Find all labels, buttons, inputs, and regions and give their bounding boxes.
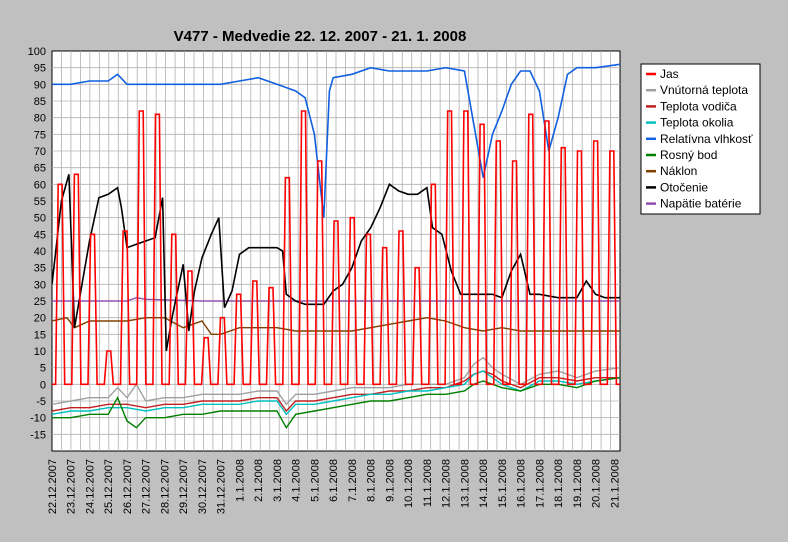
x-tick-label: 11.1.2008 bbox=[422, 459, 434, 507]
x-tick-label: 20.1.2008 bbox=[591, 459, 603, 508]
legend-items: Jas Vnútorná teplota Teplota vodiča Teplota… bbox=[646, 67, 753, 211]
legend-box bbox=[640, 63, 761, 215]
legend-label: Rosný bod bbox=[660, 148, 717, 162]
x-tick-label: 30.12.2007 bbox=[197, 459, 209, 514]
y-tick-label: 65 bbox=[34, 163, 46, 175]
y-tick-label: 75 bbox=[34, 129, 46, 141]
y-tick-label: 45 bbox=[34, 229, 46, 241]
x-tick-label: 25.12.2007 bbox=[103, 459, 115, 514]
x-tick-label: 9.1.2008 bbox=[384, 459, 396, 502]
series-line bbox=[52, 174, 620, 352]
series-line bbox=[52, 370, 620, 413]
x-tick-label: 28.12.2007 bbox=[159, 459, 171, 514]
x-tick-label: 12.1.2008 bbox=[441, 459, 453, 508]
x-tick-label: 10.1.2008 bbox=[403, 459, 415, 508]
y-tick-label: 5 bbox=[40, 363, 46, 375]
y-tick-label: -10 bbox=[30, 413, 46, 425]
legend-label: Teplota okolia bbox=[660, 116, 734, 130]
x-tick-label: 7.1.2008 bbox=[347, 459, 359, 502]
x-tick-label: 27.12.2007 bbox=[141, 459, 153, 514]
x-tick-label: 16.1.2008 bbox=[516, 459, 528, 508]
y-tick-label: 30 bbox=[34, 279, 46, 291]
series-lines bbox=[52, 63, 620, 430]
legend-label: Vnútorná teplota bbox=[660, 83, 748, 97]
series-line bbox=[52, 356, 620, 406]
x-tick-label: 31.12.2007 bbox=[216, 459, 228, 514]
legend-label: Teplota vodiča bbox=[660, 99, 737, 113]
x-tick-label: 2.1.2008 bbox=[253, 459, 265, 502]
x-tick-label: 19.1.2008 bbox=[572, 459, 584, 508]
y-tick-labels: -15 -10 -5 0 5 10 15 20 25 30 35 40 45 50 55 60 65 70 75 80… bbox=[28, 46, 46, 441]
y-tick-label: 40 bbox=[34, 246, 46, 258]
y-tick-label: -5 bbox=[36, 396, 46, 408]
legend-label: Otočenie bbox=[660, 180, 708, 194]
y-tick-label: 10 bbox=[34, 346, 46, 358]
x-tick-label: 29.12.2007 bbox=[178, 459, 190, 514]
x-tick-label: 23.12.2007 bbox=[66, 459, 78, 514]
y-tick-label: 85 bbox=[34, 96, 46, 108]
x-tick-label: 15.1.2008 bbox=[497, 459, 509, 508]
legend-label: Náklon bbox=[660, 164, 697, 178]
y-tick-label: 90 bbox=[34, 79, 46, 91]
grid-y bbox=[52, 67, 620, 435]
y-tick-label: 70 bbox=[34, 146, 46, 158]
x-tick-label: 22.12.2007 bbox=[47, 459, 59, 514]
series-line bbox=[52, 377, 620, 430]
x-tick-label: 26.12.2007 bbox=[122, 459, 134, 514]
x-tick-label: 17.1.2008 bbox=[534, 459, 546, 508]
y-tick-label: -15 bbox=[30, 429, 46, 441]
legend: Jas Vnútorná teplota Teplota vodiča Teplota… bbox=[640, 63, 761, 215]
y-tick-label: 95 bbox=[34, 63, 46, 75]
x-tick-label: 24.12.2007 bbox=[84, 459, 96, 514]
series-line bbox=[52, 316, 620, 335]
y-tick-label: 35 bbox=[34, 263, 46, 275]
y-tick-label: 20 bbox=[34, 313, 46, 325]
series-line bbox=[52, 63, 620, 218]
x-tick-labels: 22.12.2007 23.12.2007 24.12.2007 25.12.2007… bbox=[47, 459, 621, 514]
y-tick-label: 15 bbox=[34, 329, 46, 341]
chart-title: V477 - Medvedie 22. 12. 2007 - 21. 1. 20… bbox=[174, 28, 467, 45]
series-line bbox=[52, 370, 620, 416]
legend-label: Relatívna vlhkosť bbox=[660, 132, 753, 146]
y-tick-label: 100 bbox=[28, 46, 46, 58]
x-tick-label: 1.1.2008 bbox=[234, 459, 246, 502]
x-tick-label: 3.1.2008 bbox=[272, 459, 284, 502]
y-tick-label: 55 bbox=[34, 196, 46, 208]
y-tick-label: 80 bbox=[34, 113, 46, 125]
legend-label: Napätie batérie bbox=[660, 197, 742, 211]
x-tick-label: 6.1.2008 bbox=[328, 459, 340, 502]
series-jas-line bbox=[52, 110, 620, 386]
y-tick-label: 0 bbox=[40, 379, 46, 391]
x-tick-label: 14.1.2008 bbox=[478, 459, 490, 508]
x-tick-label: 13.1.2008 bbox=[459, 459, 471, 508]
x-tick-label: 5.1.2008 bbox=[309, 459, 321, 502]
y-tick-label: 25 bbox=[34, 296, 46, 308]
x-tick-label: 21.1.2008 bbox=[609, 459, 621, 508]
y-tick-label: 50 bbox=[34, 213, 46, 225]
x-tick-label: 4.1.2008 bbox=[291, 459, 303, 502]
series-line bbox=[52, 296, 620, 302]
y-tick-label: 60 bbox=[34, 179, 46, 191]
legend-label: Jas bbox=[660, 67, 679, 81]
x-tick-label: 18.1.2008 bbox=[553, 459, 565, 508]
x-tick-label: 8.1.2008 bbox=[366, 459, 378, 502]
